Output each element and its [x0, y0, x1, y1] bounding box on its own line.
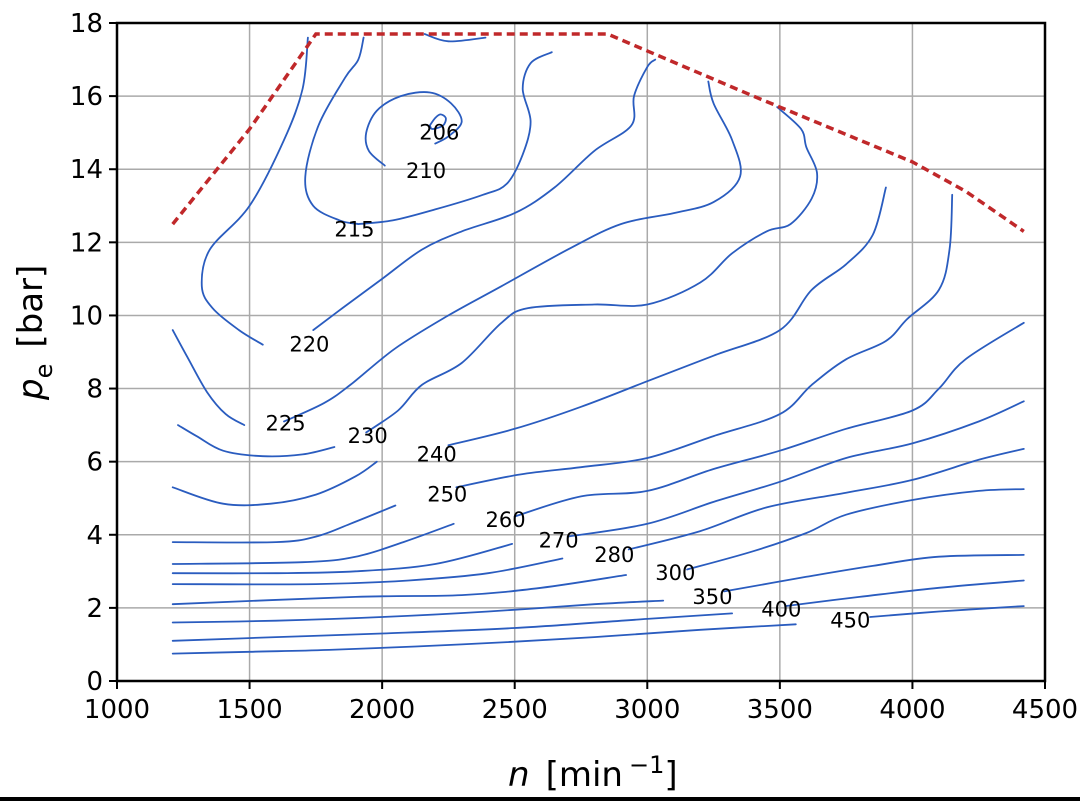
- x-tick-label: 4500: [1012, 695, 1078, 725]
- contour-lines: [171, 33, 1025, 655]
- x-tick-label: 1500: [216, 695, 282, 725]
- contour-label-400: 400: [761, 598, 801, 622]
- contour-line-250: [171, 504, 397, 544]
- contour-line-240: [447, 186, 887, 447]
- axis-ticks: 1000 1500 2000 2500 3000 3500 4000 4500 0 2 4 6 8 10 1…: [70, 9, 1078, 725]
- x-axis-label: n [min −1]: [508, 751, 678, 795]
- contour-label-206: 206: [419, 121, 459, 145]
- contour-line-250: [455, 193, 954, 489]
- full-load-curve: [171, 32, 1025, 233]
- y-axis-label: pe[bar]: [11, 265, 58, 401]
- contour-label-210: 210: [406, 159, 446, 183]
- y-tick-label: 10: [70, 301, 103, 331]
- contour-line-220: [200, 36, 309, 346]
- contour-line-350: [723, 554, 1025, 593]
- contour-line-206: [429, 113, 447, 130]
- y-tick-label: 16: [70, 82, 103, 112]
- y-tick-label: 8: [86, 375, 103, 405]
- contour-label-240: 240: [417, 442, 457, 466]
- y-tick-label: 0: [86, 667, 103, 697]
- contour-line-215: [357, 51, 553, 225]
- contour-label-350: 350: [692, 585, 732, 609]
- contour-line-220: [312, 58, 657, 331]
- y-tick-label: 14: [70, 155, 103, 185]
- contour-line-280: [627, 448, 1025, 551]
- x-tick-label: 1000: [84, 695, 150, 725]
- y-tick-label: 12: [70, 228, 103, 258]
- contour-label-270: 270: [539, 528, 579, 552]
- contour-line-300: [171, 574, 627, 606]
- contour-line-400: [784, 579, 1025, 607]
- contour-label-225: 225: [265, 411, 305, 435]
- contour-label-300: 300: [655, 561, 695, 585]
- contour-line-260: [171, 522, 455, 565]
- contour-label-220: 220: [289, 333, 329, 357]
- x-tick-label: 3500: [747, 695, 813, 725]
- y-tick-label: 2: [86, 594, 103, 624]
- contour-line-300: [686, 488, 1025, 571]
- y-tick-label: 4: [86, 521, 103, 551]
- contour-line-450: [171, 623, 797, 655]
- contour-line-225: [283, 80, 742, 423]
- contour-label-280: 280: [594, 543, 634, 567]
- contour-line-230: [365, 106, 819, 434]
- contour-label-260: 260: [486, 508, 526, 532]
- contour-label-215: 215: [334, 218, 374, 242]
- contour-label-450: 450: [830, 609, 870, 633]
- x-axis-title: n [min −1]: [508, 751, 678, 795]
- contour-line-260: [513, 321, 1025, 518]
- contour-line-350: [171, 599, 665, 624]
- contour-line-270: [566, 400, 1025, 538]
- contour-line-225: [171, 329, 246, 426]
- contour-line-400: [171, 612, 733, 642]
- contour-line-215: [423, 33, 487, 43]
- contour-line-210: [364, 91, 463, 167]
- y-axis-title: pe[bar]: [11, 265, 58, 401]
- y-tick-label: 6: [86, 448, 103, 478]
- full-load-dashed-line: [171, 32, 1025, 233]
- contour-line-215: [304, 36, 365, 225]
- contour-line-270: [171, 543, 513, 575]
- contour-line-230: [177, 424, 336, 458]
- contour-line-280: [171, 557, 564, 586]
- contour-label-250: 250: [427, 483, 467, 507]
- x-tick-label: 2500: [482, 695, 548, 725]
- contour-line-240: [171, 460, 378, 507]
- x-tick-label: 2000: [349, 695, 415, 725]
- x-tick-label: 4000: [879, 695, 945, 725]
- y-tick-label: 18: [70, 9, 103, 39]
- contour-line-450: [869, 605, 1025, 618]
- contour-label-230: 230: [348, 424, 388, 448]
- plot-frame: [115, 21, 1047, 683]
- x-tick-label: 3000: [614, 695, 680, 725]
